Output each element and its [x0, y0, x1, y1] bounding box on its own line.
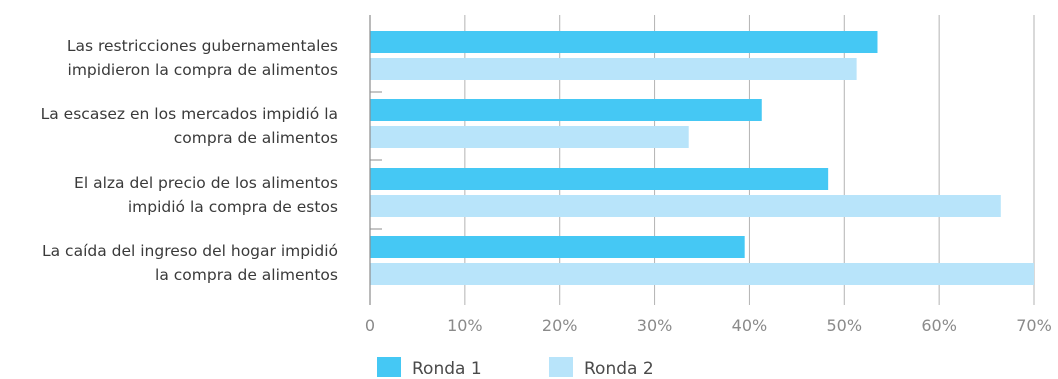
bar-ronda-2-3 — [370, 263, 1034, 285]
legend-label-ronda-1: Ronda 1 — [412, 359, 482, 379]
x-tick-label: 70% — [1016, 316, 1052, 335]
legend-label-ronda-2: Ronda 2 — [584, 359, 654, 379]
legend-swatch-ronda-2 — [549, 357, 573, 377]
category-label: impidieron la compra de alimentos — [68, 61, 338, 79]
bar-ronda-1-0 — [370, 31, 878, 53]
bars — [370, 31, 1034, 285]
x-axis-ticks: 0 10% 20% 30% 40% 50% 60% 70% — [365, 316, 1052, 335]
legend-swatch-ronda-1 — [377, 357, 401, 377]
x-tick-label: 60% — [921, 316, 957, 335]
bar-ronda-2-0 — [370, 58, 857, 80]
category-label: impidió la compra de estos — [128, 198, 338, 216]
bar-ronda-2-1 — [370, 126, 689, 148]
bar-ronda-1-1 — [370, 99, 762, 121]
category-label: Las restricciones gubernamentales — [67, 37, 338, 55]
category-label: La escasez en los mercados impidió la — [41, 105, 338, 123]
x-tick-label: 50% — [827, 316, 863, 335]
bar-ronda-2-2 — [370, 195, 1001, 217]
category-label: la compra de alimentos — [155, 266, 338, 284]
y-axis — [369, 15, 382, 305]
category-label: La caída del ingreso del hogar impidió — [42, 242, 338, 260]
category-label: compra de alimentos — [174, 129, 338, 147]
x-tick-label: 30% — [637, 316, 673, 335]
x-tick-label: 0 — [365, 316, 375, 335]
x-tick-label: 20% — [542, 316, 578, 335]
legend: Ronda 1 Ronda 2 — [377, 357, 654, 379]
x-tick-label: 40% — [732, 316, 768, 335]
bar-ronda-1-2 — [370, 168, 829, 190]
x-tick-label: 10% — [447, 316, 483, 335]
category-labels: Las restricciones gubernamentales impidie… — [41, 37, 338, 284]
category-label: El alza del precio de los alimentos — [74, 174, 338, 192]
bar-ronda-1-3 — [370, 236, 745, 258]
